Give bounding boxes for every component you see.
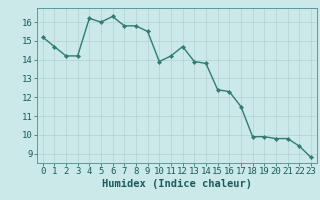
X-axis label: Humidex (Indice chaleur): Humidex (Indice chaleur) (102, 179, 252, 189)
